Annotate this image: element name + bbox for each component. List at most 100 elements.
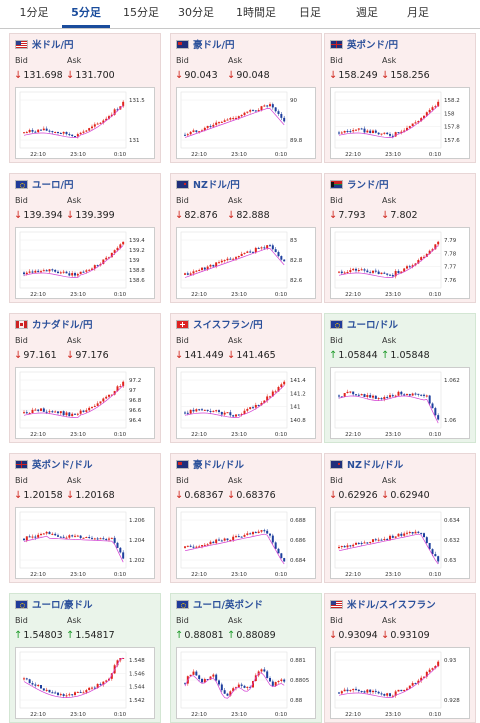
- pair-link[interactable]: ランド/円: [330, 179, 388, 193]
- x-tick-label: 23:10: [231, 152, 247, 158]
- moving-average-line: [23, 385, 124, 418]
- y-tick-label: 1.542: [129, 698, 145, 704]
- candle-body: [391, 535, 394, 538]
- candle-body: [374, 539, 377, 541]
- pair-name[interactable]: ユーロ/英ポンド: [193, 600, 263, 611]
- pair-name[interactable]: NZドル/円: [193, 180, 240, 191]
- tab-2[interactable]: 5分足: [62, 0, 110, 28]
- arrow-down-icon: ↓: [175, 70, 184, 81]
- pair-name[interactable]: 米ドル/円: [32, 40, 74, 51]
- rate-card[interactable]: 豪ドル/円 Bid Ask ↓90.043 ↓90.048 90 89.8 22:10 23:1…: [170, 33, 322, 163]
- pair-name[interactable]: スイスフラン/円: [193, 320, 263, 331]
- candle-body: [431, 403, 434, 409]
- candle-body: [201, 409, 203, 411]
- candle-body: [355, 268, 357, 271]
- tab-1[interactable]: 1分足: [19, 6, 49, 19]
- tab-6[interactable]: 日足: [299, 6, 321, 19]
- candle-body: [417, 680, 420, 684]
- candle-body: [54, 533, 57, 536]
- bid-price: 97.161: [23, 350, 57, 361]
- pair-link[interactable]: 英ポンド/円: [330, 39, 398, 53]
- pair-link[interactable]: 米ドル/円: [15, 39, 73, 53]
- pair-name[interactable]: 英ポンド/ドル: [32, 460, 93, 471]
- candle-body: [246, 111, 249, 113]
- rate-card[interactable]: 米ドル/円 Bid Ask ↓131.698 ↓131.700 131.5 131 22:10…: [9, 33, 161, 163]
- x-tick-label: 0:10: [275, 712, 288, 718]
- chart-svg: 0.93 0.928 22:10 23:10 0:10: [334, 651, 460, 718]
- candle-body: [252, 681, 254, 688]
- candle-body: [269, 245, 271, 247]
- tab-8[interactable]: 月足: [407, 6, 429, 19]
- pair-link[interactable]: NZドル/ドル: [330, 459, 403, 473]
- rate-card[interactable]: NZドル/ドル Bid Ask ↓0.62926 ↓0.62940 0.634 0.632 0…: [324, 453, 476, 583]
- bid-label: Bid: [15, 196, 28, 205]
- plot-area: [19, 91, 127, 149]
- pair-link[interactable]: スイスフラン/円: [176, 319, 263, 333]
- pair-link[interactable]: 豪ドル/円: [176, 39, 234, 53]
- arrow-down-icon: ↓: [227, 210, 236, 221]
- candle-body: [42, 270, 45, 272]
- rate-card[interactable]: ユーロ/ドル Bid Ask ↑1.05844 ↑1.05848 1.062 1.06 22:…: [324, 313, 476, 443]
- pair-link[interactable]: 豪ドル/ドル: [176, 459, 244, 473]
- pair-link[interactable]: ユーロ/円: [15, 179, 73, 193]
- rate-card[interactable]: スイスフラン/円 Bid Ask ↓141.449 ↓141.465 141.4 141.2…: [170, 313, 322, 443]
- pair-name[interactable]: カナダドル/円: [32, 320, 93, 331]
- candle-body: [391, 395, 394, 397]
- rate-card[interactable]: ユーロ/豪ドル Bid Ask ↑1.54803 ↑1.54817 1.548 1.546 1…: [9, 593, 161, 723]
- tab-3[interactable]: 15分足: [123, 6, 159, 19]
- candle-body: [184, 134, 186, 136]
- candle-body: [235, 414, 237, 417]
- x-tick-label: 23:10: [385, 712, 401, 718]
- candle-body: [406, 127, 408, 131]
- rate-card[interactable]: ランド/円 Bid Ask ↓7.793 ↓7.802 7.79 7.78 7.77 7.76 2…: [324, 173, 476, 303]
- pair-link[interactable]: ユーロ/ドル: [330, 319, 398, 333]
- candle-body: [411, 123, 414, 127]
- candle-body: [437, 661, 440, 667]
- ch-flag-icon: [176, 320, 189, 329]
- tab-4[interactable]: 30分足: [178, 6, 214, 19]
- candlestick-chart: 0.634 0.632 0.63 22:10 23:10 0:10: [330, 507, 470, 579]
- rate-card[interactable]: カナダドル/円 Bid Ask ↓97.161 ↓97.176 97.2 97 96.8 96.…: [9, 313, 161, 443]
- candle-body: [423, 533, 425, 538]
- rate-card[interactable]: 英ポンド/円 Bid Ask ↓158.249 ↓158.256 158.2 158 157.…: [324, 33, 476, 163]
- rate-card[interactable]: 英ポンド/ドル Bid Ask ↓1.20158 ↓1.20168 1.206 1.204 1…: [9, 453, 161, 583]
- candle-body: [59, 536, 62, 538]
- candle-body: [31, 271, 34, 273]
- pair-name[interactable]: NZドル/ドル: [347, 460, 404, 471]
- candle-body: [338, 132, 340, 134]
- bid-price: 90.043: [184, 70, 218, 81]
- pair-name[interactable]: ランド/円: [347, 180, 389, 191]
- pair-link[interactable]: カナダドル/円: [15, 319, 92, 333]
- tab-7[interactable]: 週足: [356, 6, 378, 19]
- candle-body: [346, 545, 349, 548]
- pair-name[interactable]: ユーロ/豪ドル: [32, 600, 93, 611]
- pair-name[interactable]: 豪ドル/円: [193, 40, 235, 51]
- rate-card[interactable]: NZドル/円 Bid Ask ↓82.876 ↓82.888 83 82.8 82.6 22:1…: [170, 173, 322, 303]
- ask-price: 0.88089: [236, 630, 276, 641]
- tab-5[interactable]: 1時間足: [236, 6, 276, 19]
- candle-body: [88, 687, 91, 691]
- pair-link[interactable]: ユーロ/豪ドル: [15, 599, 92, 613]
- pair-link[interactable]: ユーロ/英ポンド: [176, 599, 263, 613]
- pair-name[interactable]: 米ドル/スイスフラン: [347, 600, 436, 611]
- pair-link[interactable]: 英ポンド/ドル: [15, 459, 92, 473]
- rate-card[interactable]: 米ドル/スイスフラン Bid Ask ↓0.93094 ↓0.93109 0.93 0.92…: [324, 593, 476, 723]
- pair-link[interactable]: 米ドル/スイスフラン: [330, 599, 436, 613]
- candle-body: [237, 414, 240, 416]
- pair-name[interactable]: 豪ドル/ドル: [193, 460, 244, 471]
- pair-name[interactable]: ユーロ/円: [32, 180, 74, 191]
- candle-body: [414, 393, 417, 395]
- arrow-down-icon: ↓: [381, 70, 390, 81]
- rate-card[interactable]: ユーロ/円 Bid Ask ↓139.394 ↓139.399 139.4 139.2 139…: [9, 173, 161, 303]
- candle-body: [360, 128, 363, 130]
- pair-link[interactable]: NZドル/円: [176, 179, 240, 193]
- x-tick-label: 22:10: [30, 292, 46, 298]
- rate-card[interactable]: 豪ドル/ドル Bid Ask ↓0.68367 ↓0.68376 0.688 0.686 0.…: [170, 453, 322, 583]
- candle-body: [363, 128, 366, 133]
- arrow-down-icon: ↓: [227, 350, 236, 361]
- bid-value: ↓141.449: [175, 350, 224, 361]
- candle-body: [414, 683, 417, 685]
- rate-card[interactable]: ユーロ/英ポンド Bid Ask ↑0.88081 ↑0.88089 0.881 0.880…: [170, 593, 322, 723]
- pair-name[interactable]: 英ポンド/円: [347, 40, 398, 51]
- pair-name[interactable]: ユーロ/ドル: [347, 320, 398, 331]
